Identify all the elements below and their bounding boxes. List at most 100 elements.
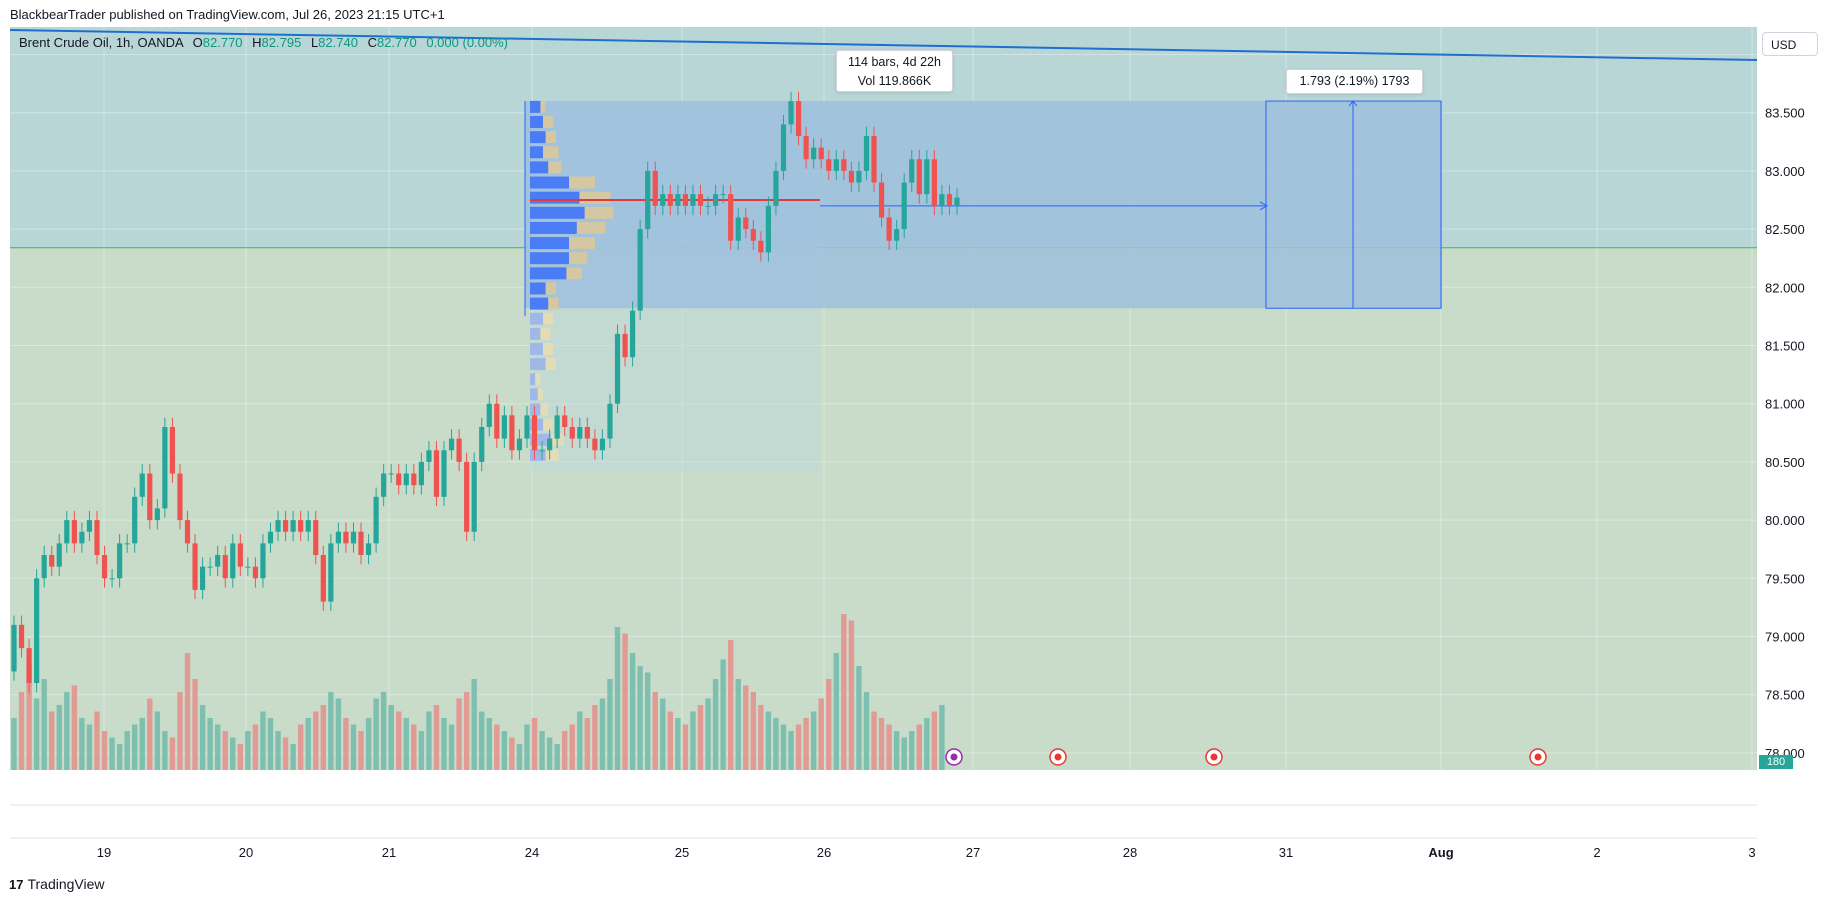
volume-bar-up xyxy=(780,724,787,770)
volume-bar-up xyxy=(11,718,17,770)
vp-bar-up xyxy=(530,312,543,325)
candle-down xyxy=(101,555,108,579)
volume-bar-up xyxy=(109,737,115,770)
time-tick-label: 19 xyxy=(97,845,111,860)
volume-bar-up xyxy=(735,679,741,770)
candle-up xyxy=(486,403,492,427)
volume-bar-up xyxy=(524,724,530,770)
volume-bar-down xyxy=(697,705,704,770)
volume-bar-down xyxy=(878,718,885,770)
candle-down xyxy=(886,217,892,241)
candle-down xyxy=(931,159,937,206)
volume-bar-down xyxy=(562,731,568,770)
projection-arrowhead xyxy=(1259,201,1269,211)
volume-bar-up xyxy=(486,718,492,770)
publisher-header: BlackbearTrader published on TradingView… xyxy=(10,7,445,22)
candle-up xyxy=(614,333,621,404)
candle-down xyxy=(313,520,319,556)
candle-up xyxy=(954,197,960,206)
range-bars-text: 114 bars, 4d 22h xyxy=(848,55,941,69)
time-tick-label: 25 xyxy=(675,845,689,860)
vp-bar-up xyxy=(530,206,585,219)
candle-down xyxy=(18,624,25,649)
price-tick-label: 81.000 xyxy=(1765,397,1805,412)
volume-bar-up xyxy=(924,718,930,770)
candle-up xyxy=(117,543,123,579)
volume-bar-up xyxy=(441,718,447,770)
volume-bar-up xyxy=(426,711,432,770)
volume-bar-up xyxy=(863,692,870,770)
volume-bar-up xyxy=(275,731,281,770)
volume-bar-down xyxy=(282,737,289,770)
volume-badge: 180 xyxy=(1759,755,1793,769)
time-tick-label: 24 xyxy=(525,845,539,860)
volume-bar-up xyxy=(245,731,251,770)
volume-bar-up xyxy=(471,679,477,770)
vp-bar-up xyxy=(530,100,541,113)
vp-bar-up xyxy=(530,161,549,174)
candle-up xyxy=(712,194,719,206)
candle-down xyxy=(222,555,228,579)
volume-bar-down xyxy=(94,711,100,770)
volume-bar-up xyxy=(554,744,560,770)
volume-bar-up xyxy=(418,731,425,770)
volume-bar-down xyxy=(463,692,470,770)
candle-down xyxy=(192,543,198,590)
candle-down xyxy=(252,566,259,579)
volume-bar-up xyxy=(154,711,161,770)
vp-bar-up xyxy=(530,282,546,295)
tradingview-brand: TradingView xyxy=(27,876,105,892)
candle-down xyxy=(343,531,349,544)
candle-up xyxy=(863,135,870,171)
candle-down xyxy=(841,159,847,171)
candle-up xyxy=(56,543,62,567)
candle-up xyxy=(539,450,545,452)
vp-bar-up xyxy=(530,252,569,265)
candle-up xyxy=(501,415,507,439)
candle-up xyxy=(833,159,839,171)
volume-bar-up xyxy=(41,679,47,770)
candle-down xyxy=(456,438,462,462)
candle-up xyxy=(894,229,900,241)
volume-bar-down xyxy=(743,685,749,770)
target-tooltip: 1.793 (2.19%) 1793 xyxy=(1286,69,1423,94)
volume-bar-up xyxy=(33,698,40,770)
volume-bar-up xyxy=(207,718,213,770)
vp-bar-up xyxy=(530,221,577,234)
symbol-legend: Brent Crude Oil, 1h, OANDA O82.770 H82.7… xyxy=(19,35,508,50)
candle-up xyxy=(811,147,817,160)
candle-up xyxy=(132,496,138,544)
price-tick-label: 83.500 xyxy=(1765,106,1805,121)
volume-bar-up xyxy=(765,711,772,770)
volume-bar-up xyxy=(577,711,583,770)
time-tick-label: 20 xyxy=(239,845,253,860)
volume-bar-down xyxy=(252,724,259,770)
candle-down xyxy=(652,170,658,206)
candle-down xyxy=(26,648,32,684)
candle-up xyxy=(524,415,530,439)
volume-bar-down xyxy=(26,666,32,770)
volume-bar-up xyxy=(901,737,907,770)
volume-bar-up xyxy=(712,679,719,770)
volume-bar-up xyxy=(607,679,613,770)
tradingview-footer: 17 TradingView xyxy=(9,876,105,892)
candle-up xyxy=(607,403,613,439)
candle-up xyxy=(290,520,296,532)
price-tick-label: 79.000 xyxy=(1765,630,1805,645)
candle-up xyxy=(260,543,266,579)
open-value: 82.770 xyxy=(202,35,243,50)
symbol-title: Brent Crude Oil, 1h, OANDA xyxy=(19,35,184,50)
candle-up xyxy=(690,194,696,206)
candle-down xyxy=(750,229,756,241)
volume-bar-up xyxy=(373,698,379,770)
vp-bar-up xyxy=(530,267,567,280)
volume-bar-down xyxy=(531,718,538,770)
candle-down xyxy=(411,473,417,486)
candle-up xyxy=(365,543,372,556)
price-tick-label: 80.500 xyxy=(1765,455,1805,470)
volume-bar-up xyxy=(380,692,387,770)
currency-button[interactable]: USD xyxy=(1762,32,1818,56)
volume-bar-up xyxy=(546,737,553,770)
candle-up xyxy=(418,461,424,486)
